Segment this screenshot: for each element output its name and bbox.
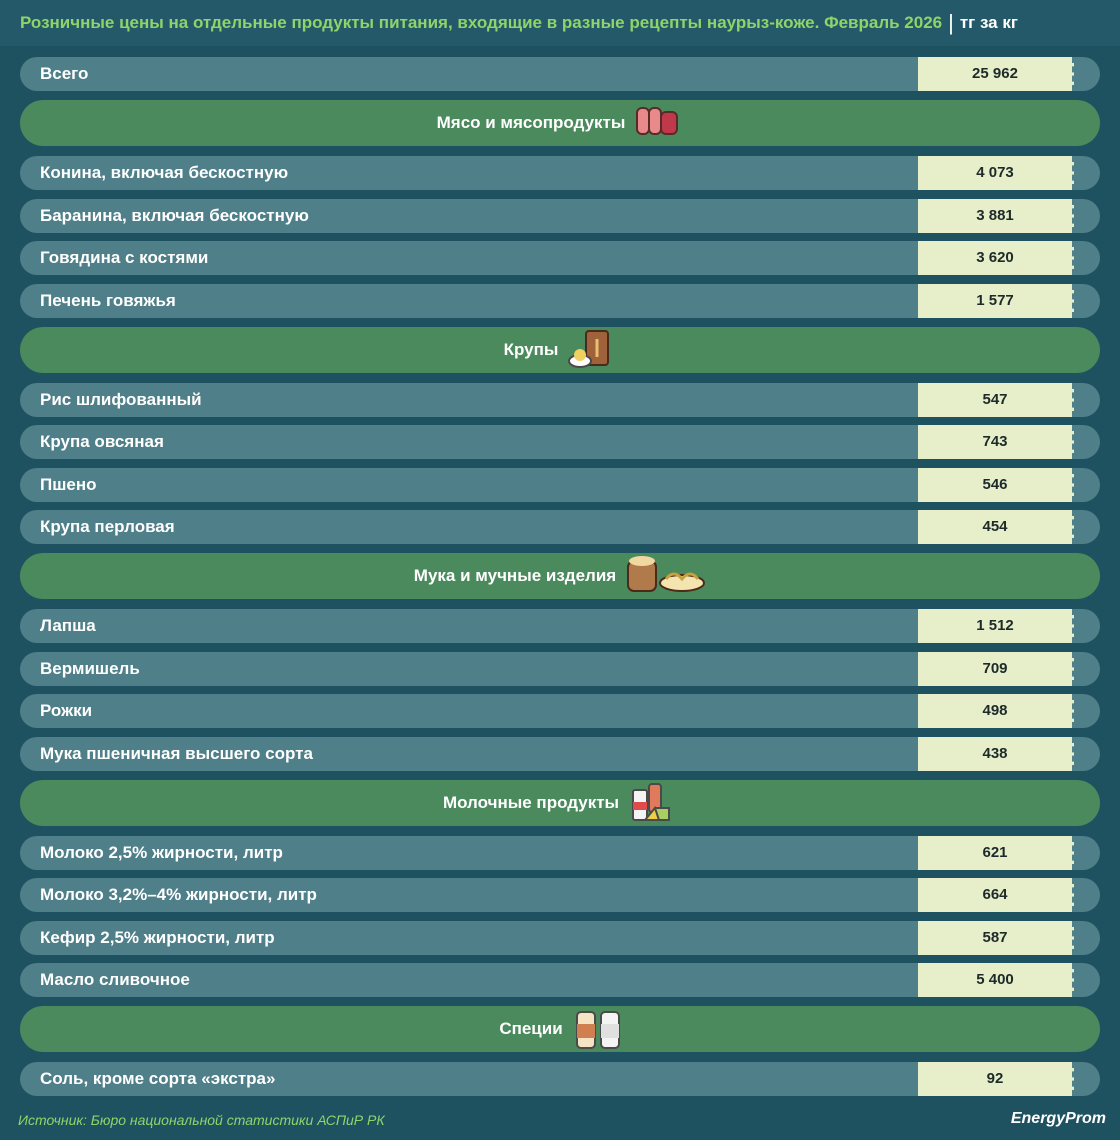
- row: Масло сливочное 5 400: [20, 963, 1100, 997]
- row-value: 743: [918, 425, 1074, 459]
- row-label: Крупа перловая: [40, 517, 175, 536]
- row: Крупа перловая 454: [20, 510, 1100, 544]
- row-value: 438: [918, 736, 1074, 771]
- section-header: Крупы: [20, 326, 1100, 373]
- row: Печень говяжья 1 577: [20, 283, 1100, 318]
- row: Рис шлифованный 547: [20, 382, 1100, 417]
- row: Всего 25 962: [20, 57, 1100, 91]
- row: Мука пшеничная высшего сорта 438: [20, 736, 1100, 771]
- row-label: Баранина, включая бескостную: [40, 205, 309, 225]
- section-icon: [568, 329, 610, 368]
- row-value: 3 881: [918, 198, 1074, 233]
- row: Соль, кроме сорта «экстра» 92: [20, 1062, 1100, 1096]
- row: Лапша 1 512: [20, 609, 1100, 643]
- section-header: Мука и мучные изделия: [20, 553, 1100, 599]
- row: Пшено 546: [20, 467, 1100, 502]
- row-value: 664: [918, 878, 1074, 912]
- row: Конина, включая бескостную 4 073: [20, 156, 1100, 190]
- separator: |: [948, 10, 954, 35]
- row-label: Мука пшеничная высшего сорта: [40, 743, 313, 763]
- row-value: 709: [918, 651, 1074, 686]
- section-icon: [632, 782, 671, 821]
- row-label: Пшено: [40, 474, 97, 494]
- row-value: 546: [918, 467, 1074, 502]
- row-value: 1 577: [918, 283, 1074, 318]
- section-icon: [575, 1011, 620, 1049]
- source: Источник: Бюро национальной статистики А…: [18, 1112, 385, 1128]
- section-title: Специи: [499, 1019, 563, 1038]
- row-value: 547: [918, 382, 1074, 417]
- row-label: Говядина с костями: [40, 248, 209, 267]
- section-icon: [627, 556, 706, 592]
- row-label: Лапша: [40, 616, 96, 635]
- row-value: 5 400: [918, 963, 1074, 997]
- section-header: Специи: [20, 1006, 1100, 1052]
- section-header: Молочные продукты: [20, 779, 1100, 826]
- row-label: Рожки: [40, 701, 93, 720]
- row-label: Молоко 3,2%–4% жирности, литр: [40, 885, 317, 904]
- section-title: Крупы: [503, 339, 559, 359]
- row-value: 3 620: [918, 241, 1074, 275]
- row-value: 454: [918, 510, 1074, 544]
- row-label: Вермишель: [40, 658, 140, 678]
- row-value: 92: [918, 1062, 1074, 1096]
- row: Молоко 3,2%–4% жирности, литр 664: [20, 878, 1100, 912]
- row-label: Молоко 2,5% жирности, литр: [40, 842, 283, 862]
- row-label: Кефир 2,5% жирности, литр: [40, 927, 275, 947]
- row-value: 587: [918, 920, 1074, 955]
- title: Розничные цены на отдельные продукты пит…: [20, 13, 943, 32]
- row-value: 498: [918, 694, 1074, 728]
- section-header: Мясо и мясопродукты: [20, 100, 1100, 146]
- row: Вермишель 709: [20, 651, 1100, 686]
- unit: тг за кг: [959, 13, 1018, 32]
- row-label: Рис шлифованный: [40, 389, 202, 409]
- row-value: 621: [918, 835, 1074, 870]
- brand: EnergyProm: [1010, 1110, 1106, 1127]
- row-value: 1 512: [918, 609, 1074, 643]
- row: Рожки 498: [20, 694, 1100, 728]
- row-label: Конина, включая бескостную: [40, 163, 289, 182]
- row-label: Всего: [40, 64, 89, 83]
- row-value: 4 073: [918, 156, 1074, 190]
- row: Баранина, включая бескостную 3 881: [20, 198, 1100, 233]
- row: Кефир 2,5% жирности, литр 587: [20, 920, 1100, 955]
- row-label: Соль, кроме сорта «экстра»: [40, 1069, 276, 1088]
- section-title: Мясо и мясопродукты: [436, 113, 626, 132]
- section-title: Молочные продукты: [442, 792, 620, 812]
- row: Крупа овсяная 743: [20, 425, 1100, 459]
- row: Говядина с костями 3 620: [20, 241, 1100, 275]
- row: Молоко 2,5% жирности, литр 621: [20, 835, 1100, 870]
- section-title: Мука и мучные изделия: [413, 566, 617, 585]
- row-value: 25 962: [918, 57, 1074, 91]
- header: Розничные цены на отдельные продукты пит…: [0, 0, 1120, 46]
- row-label: Крупа овсяная: [40, 432, 164, 451]
- row-label: Печень говяжья: [40, 290, 176, 310]
- section-icon: [636, 107, 679, 135]
- row-label: Масло сливочное: [40, 970, 190, 989]
